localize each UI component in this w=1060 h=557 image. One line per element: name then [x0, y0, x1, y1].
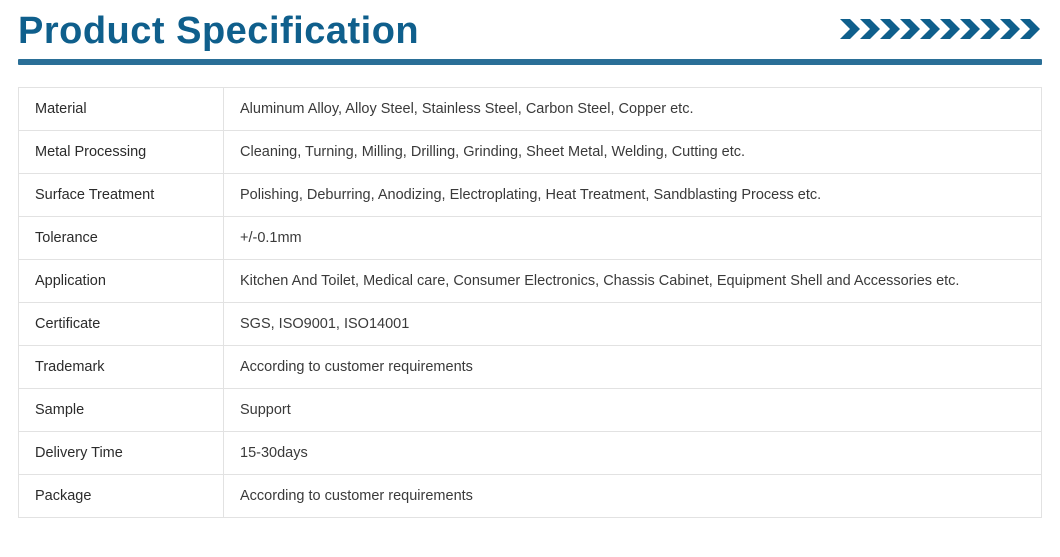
chevron-right-icon	[880, 16, 900, 48]
table-row: SampleSupport	[19, 389, 1042, 432]
table-row: Surface TreatmentPolishing, Deburring, A…	[19, 174, 1042, 217]
chevron-right-icon	[1000, 16, 1020, 48]
spec-table: MaterialAluminum Alloy, Alloy Steel, Sta…	[18, 87, 1042, 518]
spec-value: According to customer requirements	[224, 475, 1042, 518]
spec-label: Application	[19, 260, 224, 303]
spec-value: Aluminum Alloy, Alloy Steel, Stainless S…	[224, 88, 1042, 131]
spec-value: SGS, ISO9001, ISO14001	[224, 303, 1042, 346]
spec-table-wrap: MaterialAluminum Alloy, Alloy Steel, Sta…	[0, 65, 1060, 518]
spec-value: Cleaning, Turning, Milling, Drilling, Gr…	[224, 131, 1042, 174]
spec-label: Delivery Time	[19, 432, 224, 475]
chevron-right-icon	[920, 16, 940, 48]
table-row: PackageAccording to customer requirement…	[19, 475, 1042, 518]
spec-label: Tolerance	[19, 217, 224, 260]
table-row: MaterialAluminum Alloy, Alloy Steel, Sta…	[19, 88, 1042, 131]
table-row: CertificateSGS, ISO9001, ISO14001	[19, 303, 1042, 346]
chevron-decoration	[840, 16, 1040, 48]
chevron-right-icon	[980, 16, 1000, 48]
table-row: Delivery Time15-30days	[19, 432, 1042, 475]
spec-value: Support	[224, 389, 1042, 432]
spec-label: Surface Treatment	[19, 174, 224, 217]
chevron-right-icon	[860, 16, 880, 48]
header: Product Specification	[0, 0, 1060, 53]
chevron-right-icon	[840, 16, 860, 48]
chevron-right-icon	[1020, 16, 1040, 48]
spec-label: Package	[19, 475, 224, 518]
table-row: TrademarkAccording to customer requireme…	[19, 346, 1042, 389]
spec-value: Kitchen And Toilet, Medical care, Consum…	[224, 260, 1042, 303]
chevron-right-icon	[960, 16, 980, 48]
table-row: Tolerance+/-0.1mm	[19, 217, 1042, 260]
spec-label: Material	[19, 88, 224, 131]
table-row: Metal ProcessingCleaning, Turning, Milli…	[19, 131, 1042, 174]
spec-value: According to customer requirements	[224, 346, 1042, 389]
table-row: ApplicationKitchen And Toilet, Medical c…	[19, 260, 1042, 303]
spec-label: Metal Processing	[19, 131, 224, 174]
spec-value: 15-30days	[224, 432, 1042, 475]
spec-value: Polishing, Deburring, Anodizing, Electro…	[224, 174, 1042, 217]
page-title: Product Specification	[18, 10, 419, 53]
spec-label: Certificate	[19, 303, 224, 346]
spec-table-body: MaterialAluminum Alloy, Alloy Steel, Sta…	[19, 88, 1042, 518]
chevron-right-icon	[900, 16, 920, 48]
spec-label: Sample	[19, 389, 224, 432]
chevron-right-icon	[940, 16, 960, 48]
spec-value: +/-0.1mm	[224, 217, 1042, 260]
spec-label: Trademark	[19, 346, 224, 389]
